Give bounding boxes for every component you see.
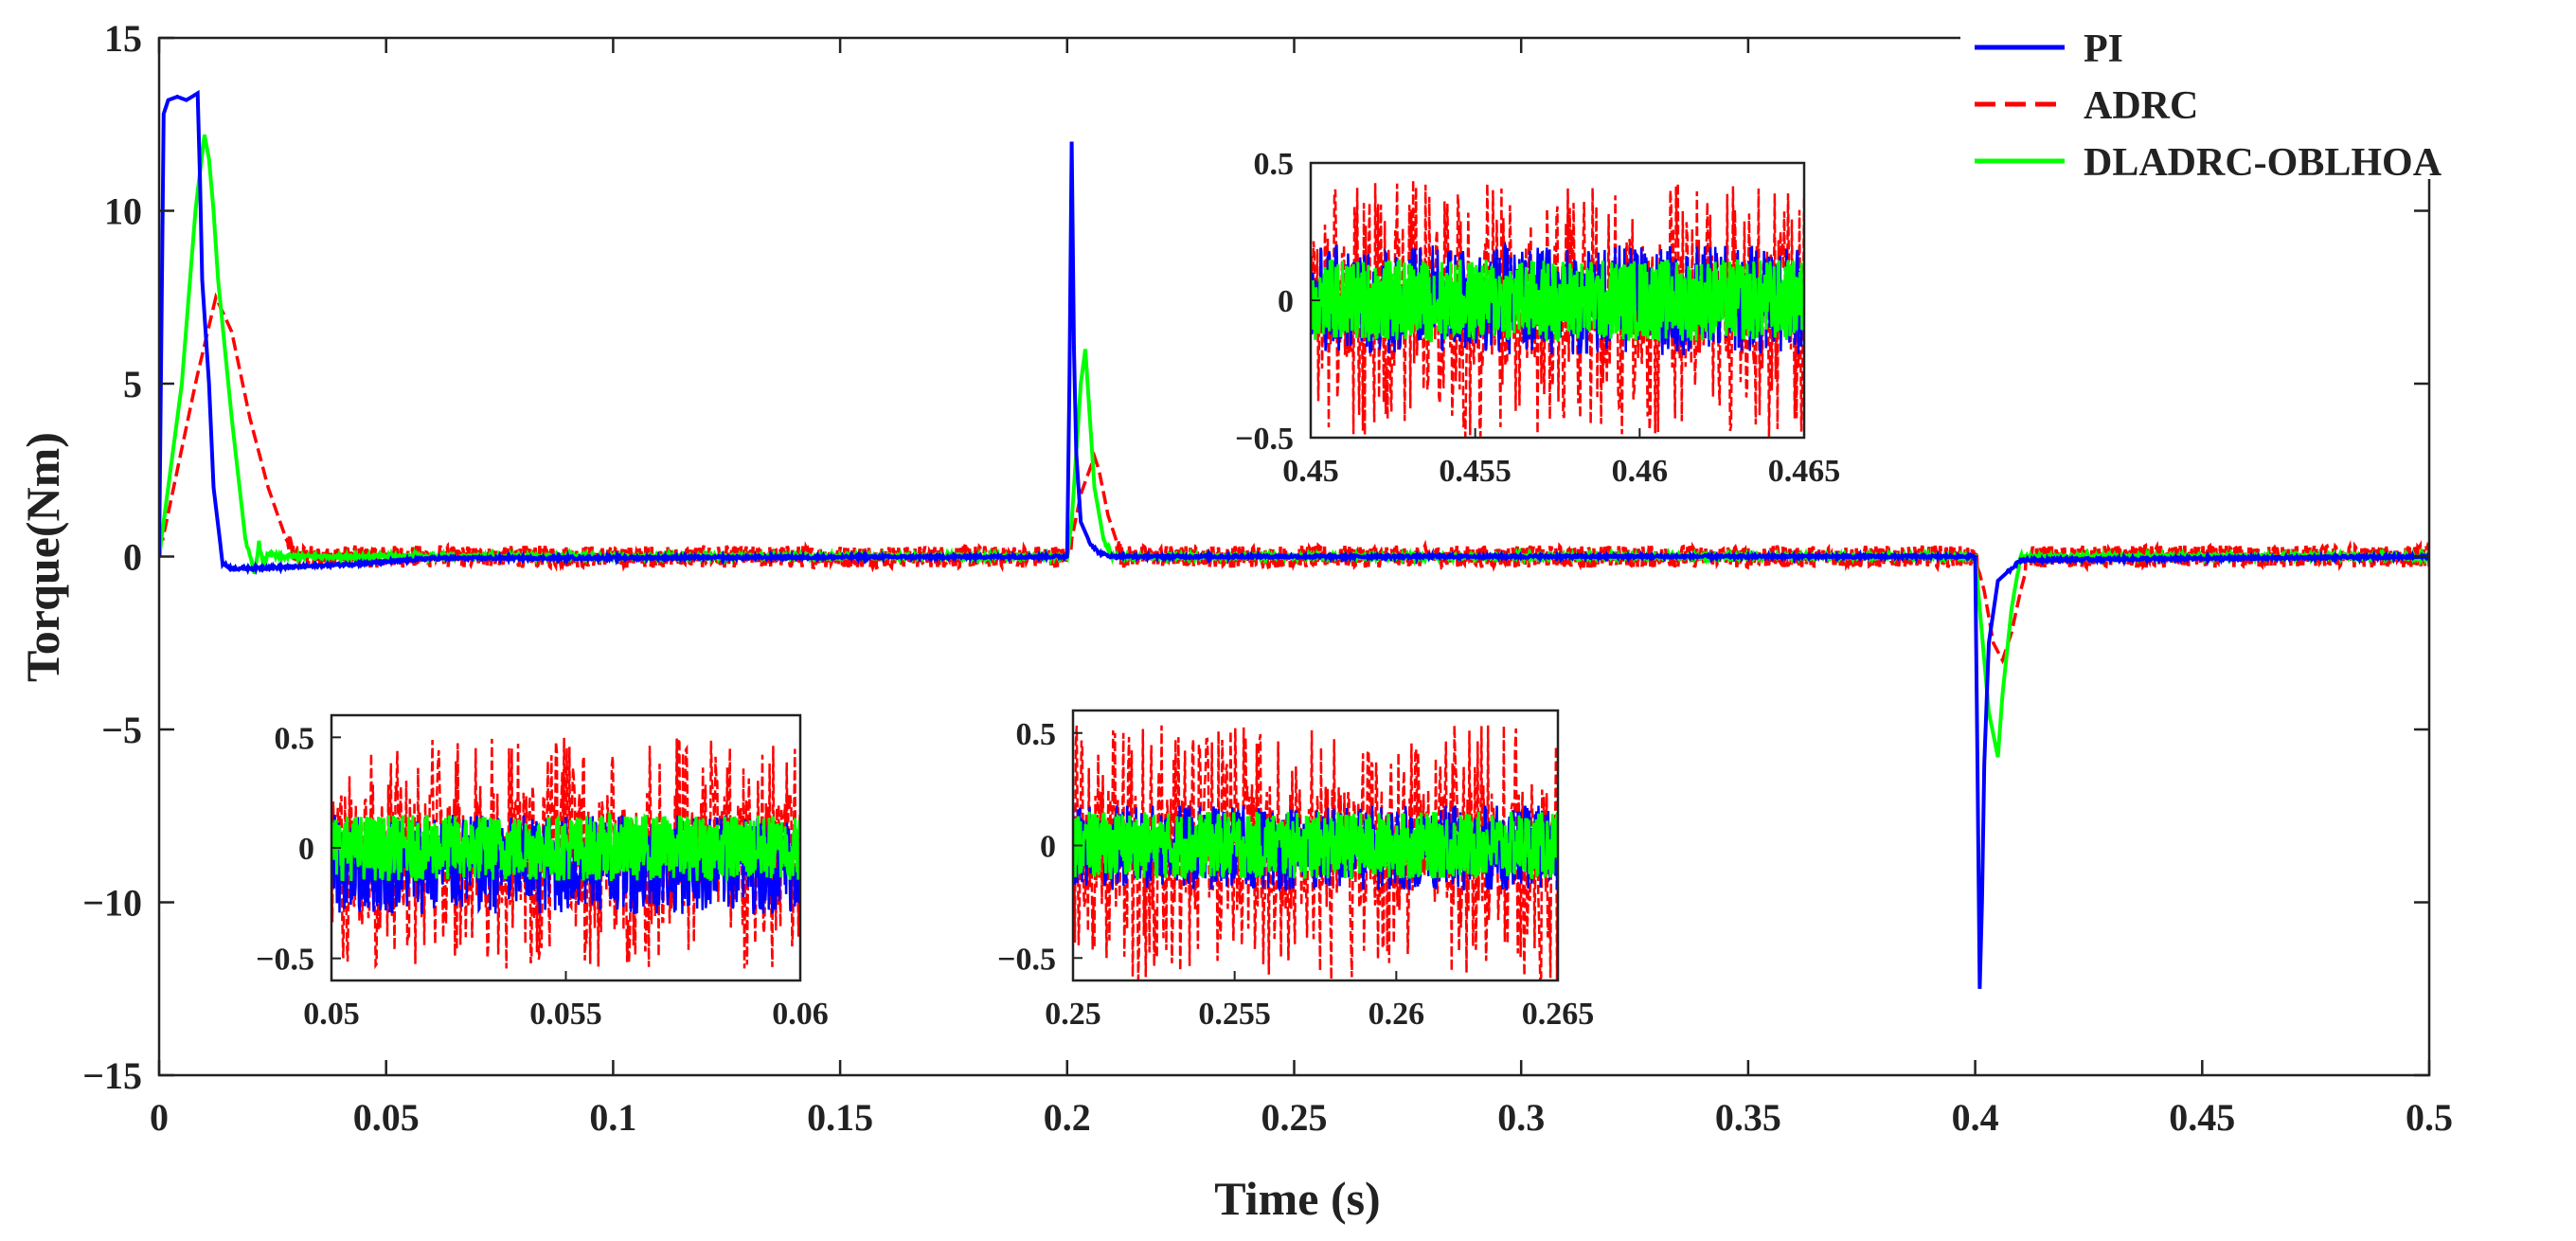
- x-tick-label: 0.15: [807, 1096, 873, 1139]
- x-tick-label: 0: [150, 1096, 169, 1139]
- inset-x-tick-label: 0.25: [1045, 997, 1101, 1032]
- inset-y-tick-label: 0: [1040, 830, 1056, 865]
- inset-x-tick-label: 0.45: [1282, 454, 1339, 489]
- legend: PI ADRC DLADRC-OBLHOA: [1960, 23, 2576, 185]
- legend-label-adrc: ADRC: [2084, 84, 2198, 128]
- inset-x-tick-label: 0.455: [1439, 454, 1512, 489]
- inset-3: 0.45 0.455 0.46 0.465 −0.5 0 0.5: [1235, 147, 1840, 489]
- x-tick-label: 0.1: [589, 1096, 636, 1139]
- x-tick-label: 0.5: [2406, 1096, 2453, 1139]
- y-tick-label: 15: [104, 17, 142, 60]
- inset-y-tick-label: 0.5: [1016, 717, 1057, 752]
- inset-x-tick-label: 0.46: [1612, 454, 1669, 489]
- series-adrc: [159, 292, 2429, 665]
- inset-x-tick-label: 0.055: [529, 997, 602, 1032]
- inset-x-tick-label: 0.06: [772, 997, 829, 1032]
- inset-x-tick-label: 0.265: [1522, 997, 1595, 1032]
- inset-2: 0.25 0.255 0.26 0.265 −0.5 0 0.5: [997, 709, 1595, 1032]
- y-tick-label: −5: [101, 709, 142, 751]
- inset-x-tick-label: 0.465: [1768, 454, 1841, 489]
- x-tick-label: 0.05: [353, 1096, 420, 1139]
- y-tick-label: −15: [82, 1054, 142, 1097]
- inset-x-tick-label: 0.26: [1368, 997, 1425, 1032]
- y-tick-label: 10: [104, 190, 142, 233]
- x-tick-label: 0.25: [1261, 1096, 1328, 1139]
- y-tick-label: 0: [123, 536, 142, 579]
- y-tick-label: 5: [123, 363, 142, 405]
- inset-y-tick-label: −0.5: [1235, 422, 1294, 457]
- x-axis-title: Time (s): [1214, 1172, 1380, 1225]
- legend-label-dladrc-oblhoa: DLADRC-OBLHOA: [2084, 141, 2442, 185]
- inset-y-tick-label: 0.5: [275, 721, 315, 756]
- legend-label-pi: PI: [2084, 27, 2123, 71]
- x-tick-label: 0.45: [2169, 1096, 2235, 1139]
- inset-series-adrc: [331, 737, 800, 970]
- inset-series-dladrc-oblhoa: [1073, 811, 1558, 880]
- inset-plots: 0.05 0.055 0.06 −0.5 0 0.5 0.25 0.255 0.26 0.265 −…: [256, 147, 1840, 1032]
- series-pi: [159, 89, 2429, 989]
- inset-y-tick-label: 0: [298, 832, 314, 867]
- x-tick-label: 0.35: [1715, 1096, 1781, 1139]
- inset-series-dladrc-oblhoa: [331, 811, 800, 882]
- inset-y-tick-label: −0.5: [256, 943, 314, 978]
- inset-series-dladrc-oblhoa: [1311, 259, 1804, 343]
- x-tick-label: 0.2: [1044, 1096, 1091, 1139]
- x-tick-label: 0.3: [1497, 1096, 1545, 1139]
- y-axis-title: Torque(Nm): [16, 432, 69, 682]
- x-tick-label: 0.4: [1952, 1096, 1999, 1139]
- inset-x-tick-label: 0.255: [1198, 997, 1271, 1032]
- inset-1: 0.05 0.055 0.06 −0.5 0 0.5: [256, 713, 829, 1032]
- inset-x-tick-label: 0.05: [303, 997, 360, 1032]
- y-tick-label: −10: [82, 882, 142, 925]
- inset-y-tick-label: 0: [1278, 284, 1294, 319]
- inset-y-tick-label: 0.5: [1254, 147, 1295, 182]
- inset-y-tick-label: −0.5: [997, 942, 1056, 977]
